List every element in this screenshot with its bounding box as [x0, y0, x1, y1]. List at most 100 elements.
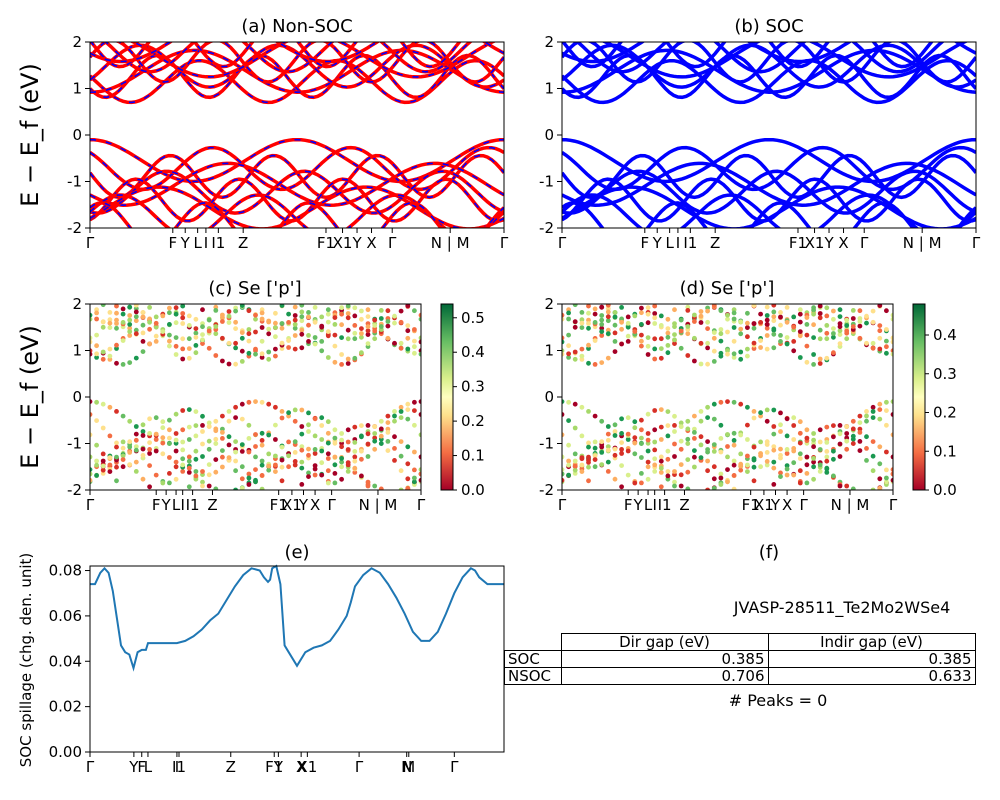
projection-point: [705, 439, 710, 444]
projection-point: [639, 332, 644, 338]
projection-point: [266, 432, 272, 438]
projection-point: [764, 462, 770, 468]
projection-point: [385, 308, 391, 314]
projection-point: [405, 416, 411, 422]
projection-point: [220, 430, 225, 435]
projection-point: [299, 447, 305, 453]
projection-point: [884, 308, 889, 314]
projection-point: [226, 320, 232, 325]
projection-point: [398, 409, 404, 414]
projection-point: [345, 356, 351, 362]
projection-point: [398, 439, 404, 444]
projection-point: [665, 409, 671, 414]
projection-point: [206, 420, 212, 426]
projection-point: [797, 419, 803, 425]
projection-point: [378, 316, 384, 321]
projection-point: [844, 431, 850, 436]
projection-point: [685, 418, 691, 424]
projection-point: [685, 331, 691, 337]
projection-point: [193, 316, 199, 322]
panel-c-projected-bands: [90, 304, 421, 490]
projection-point: [233, 449, 239, 455]
kpoint-label: Γ: [450, 758, 459, 776]
projection-point: [266, 467, 272, 473]
kpoint-label: N | M: [903, 234, 942, 252]
projection-point: [292, 450, 298, 455]
projection-point: [692, 448, 697, 453]
projection-point: [592, 338, 598, 343]
projection-point: [731, 351, 737, 357]
projection-point: [586, 346, 591, 351]
projection-point: [365, 324, 371, 330]
projection-point: [672, 337, 677, 343]
projection-point: [107, 433, 113, 439]
projection-point: [632, 313, 638, 319]
projection-point: [658, 355, 664, 361]
kpoint-label: Y: [180, 234, 191, 252]
projection-point: [418, 412, 421, 417]
projection-point: [259, 325, 265, 330]
projection-point: [658, 437, 664, 442]
panel-f-title: (f): [759, 542, 779, 563]
projection-point: [586, 454, 591, 460]
projection-point: [599, 317, 605, 323]
projection-point: [246, 350, 252, 356]
projection-point: [811, 437, 816, 443]
projection-point: [325, 430, 331, 436]
projection-point: [751, 457, 757, 463]
projection-point: [844, 336, 850, 342]
projection-point: [140, 314, 146, 320]
projection-point: [804, 332, 810, 338]
projection-point: [372, 317, 378, 323]
projection-point: [625, 314, 631, 320]
projection-point: [586, 304, 591, 309]
projection-point: [319, 472, 325, 478]
band-line: [90, 193, 504, 228]
projection-point: [312, 447, 318, 452]
projection-point: [153, 320, 159, 326]
projection-point: [345, 439, 351, 445]
projection-point: [378, 486, 384, 490]
projection-point: [685, 353, 691, 358]
projection-point: [652, 427, 658, 433]
projection-point: [220, 448, 225, 453]
projection-point: [890, 412, 893, 417]
projection-point: [94, 310, 99, 316]
projection-point: [566, 332, 571, 338]
projection-point: [339, 322, 344, 328]
projection-point: [758, 439, 763, 445]
projection-point: [120, 338, 126, 343]
projection-point: [645, 464, 651, 470]
projection-point: [90, 399, 93, 404]
projection-point: [811, 456, 816, 461]
panel-a-title: (a) Non-SOC: [241, 16, 352, 37]
band-line: [601, 42, 969, 79]
projection-point: [778, 310, 783, 315]
kpoint-label: L: [144, 758, 153, 776]
projection-point: [286, 338, 291, 343]
projection-point: [605, 306, 611, 311]
projection-point: [605, 355, 611, 361]
projection-point: [824, 424, 830, 430]
projection-point: [325, 329, 331, 334]
projection-point: [319, 448, 325, 454]
projection-point: [824, 449, 830, 454]
kpoint-label: I1: [211, 234, 225, 252]
projection-point: [220, 319, 225, 324]
kpoint-label: L: [193, 234, 202, 252]
projection-point: [705, 326, 710, 331]
kpoint-label: Γ: [889, 496, 898, 514]
kpoint-label: F: [152, 496, 161, 514]
projection-point: [797, 311, 803, 317]
projection-point: [817, 447, 823, 452]
projection-point: [206, 483, 212, 489]
projection-point: [890, 432, 893, 438]
projection-point: [246, 471, 252, 477]
projection-point: [718, 338, 724, 344]
projection-point: [319, 314, 325, 320]
projection-point: [365, 341, 371, 346]
projection-point: [352, 454, 358, 460]
projection-point: [612, 310, 618, 315]
band-line-overlay: [90, 194, 504, 228]
projection-point: [890, 316, 893, 322]
